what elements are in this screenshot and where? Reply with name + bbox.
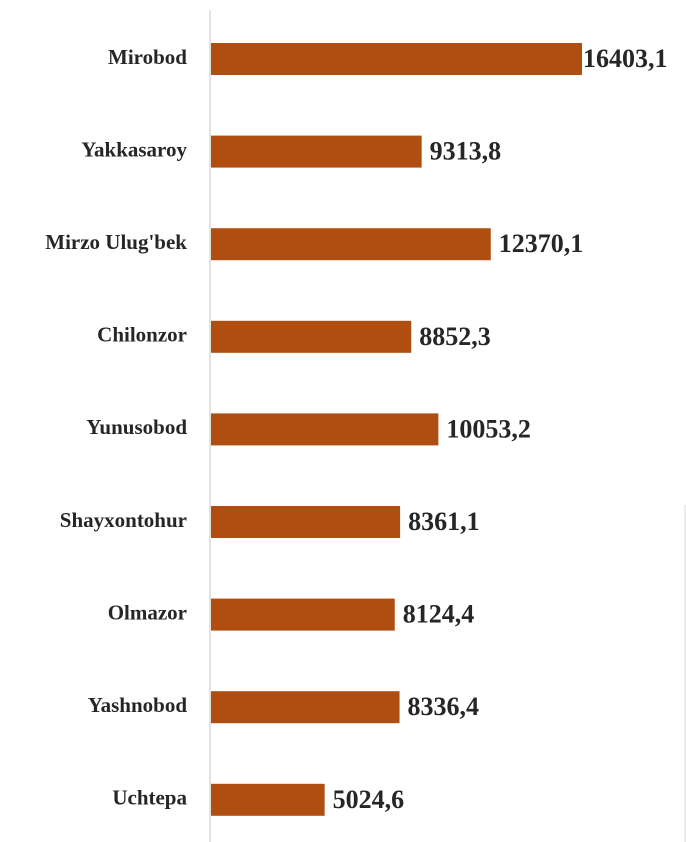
value-label: 10053,2	[446, 414, 531, 443]
value-label: 8361,1	[408, 507, 480, 536]
value-label: 5024,6	[333, 785, 405, 814]
category-label: Mirzo Ulug'bek	[45, 230, 187, 254]
bar	[211, 691, 400, 724]
bar	[211, 228, 491, 261]
category-label: Yunusobod	[86, 415, 187, 439]
value-label: 8124,4	[403, 600, 475, 629]
bar	[211, 43, 582, 75]
category-label: Chilonzor	[97, 323, 187, 347]
bar	[211, 413, 439, 446]
bar	[211, 135, 422, 168]
value-label: 16403,1	[583, 44, 668, 73]
value-label: 8852,3	[419, 322, 491, 351]
value-label: 12370,1	[499, 229, 584, 258]
category-label: Olmazor	[108, 600, 187, 624]
bar	[211, 320, 412, 353]
category-label: Shayxontohur	[60, 508, 187, 532]
bar	[211, 506, 401, 538]
bar	[211, 783, 325, 816]
category-label: Uchtepa	[112, 786, 187, 810]
category-label: Mirobod	[108, 45, 187, 69]
category-label: Yashnobod	[88, 693, 188, 717]
value-label: 9313,8	[430, 137, 502, 166]
category-label: Yakkasaroy	[81, 137, 187, 161]
bar	[211, 598, 395, 631]
value-label: 8336,4	[408, 692, 480, 721]
